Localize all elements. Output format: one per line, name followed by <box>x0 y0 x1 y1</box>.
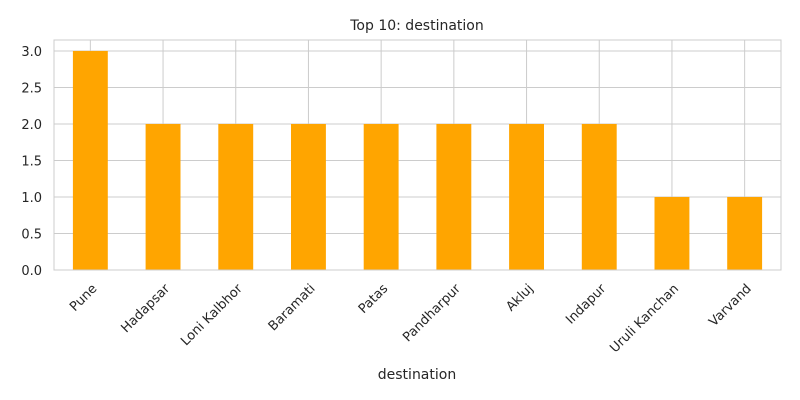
y-tick-label: 1.5 <box>21 154 42 169</box>
bar <box>291 123 326 270</box>
x-tick-label: Loni Kalbhor <box>178 281 246 349</box>
bar <box>363 123 399 270</box>
x-tick-label: Varvand <box>706 281 754 329</box>
x-axis-label: destination <box>378 367 456 383</box>
plot-frame <box>53 39 782 271</box>
bar <box>654 196 690 270</box>
y-tick-label: 3.0 <box>21 45 42 60</box>
bar <box>727 196 763 270</box>
y-axis-ticks: 0.0 0.5 1.0 1.5 2.0 2.5 3.0 <box>21 45 42 279</box>
x-tick-label: Indapur <box>563 281 610 328</box>
bar <box>218 123 254 270</box>
chart-title: Top 10: destination <box>349 18 484 34</box>
bar <box>72 50 108 271</box>
x-tick-label: Patas <box>356 281 392 317</box>
bars <box>72 50 763 271</box>
x-tick-label: Akluj <box>503 281 536 314</box>
bar <box>436 123 472 270</box>
x-tick-label: Hadapsar <box>118 281 173 336</box>
bar <box>145 123 181 270</box>
y-tick-label: 0.0 <box>21 264 42 279</box>
y-tick-label: 1.0 <box>21 191 42 206</box>
bar <box>581 123 617 270</box>
x-tick-label: Pandharpur <box>400 281 464 345</box>
x-axis-ticks: Pune Hadapsar Loni Kalbhor Baramati Patas Pan… <box>67 281 755 356</box>
x-tick-label: Pune <box>67 281 100 314</box>
bar <box>509 123 544 270</box>
x-tick-label: Uruli Kanchan <box>607 281 682 356</box>
y-tick-label: 0.5 <box>21 227 42 242</box>
x-tick-label: Baramati <box>266 281 319 334</box>
y-tick-label: 2.5 <box>21 81 42 96</box>
y-tick-label: 2.0 <box>21 118 42 133</box>
